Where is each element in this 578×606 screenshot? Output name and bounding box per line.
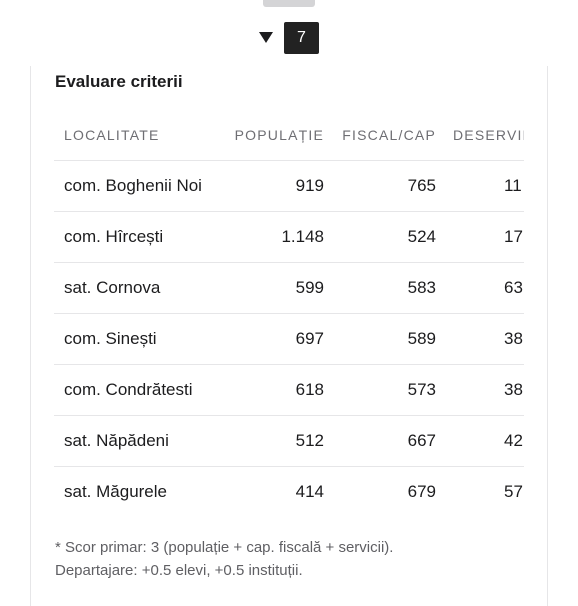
footnote-line-tiebreak: Departajare: +0.5 elevi, +0.5 instituții… — [55, 562, 303, 579]
cell-service: 17 — [436, 211, 524, 263]
cell-population: 697 — [222, 313, 324, 365]
table-row: com. Sinești 697 589 38 — [54, 313, 524, 365]
cell-locality: sat. Măgurele — [54, 466, 222, 516]
cell-service: 42 — [436, 415, 524, 467]
step-number-badge: 7 — [284, 22, 319, 54]
cell-fiscal: 765 — [324, 160, 436, 212]
cell-service: 38 — [436, 313, 524, 365]
cell-population: 1.148 — [222, 211, 324, 263]
cell-fiscal: 583 — [324, 262, 436, 314]
table-row: com. Hîrcești 1.148 524 17 — [54, 211, 524, 263]
table-row: sat. Năpădeni 512 667 42 — [54, 415, 524, 467]
cell-service: 63 — [436, 262, 524, 314]
cell-fiscal: 679 — [324, 466, 436, 516]
header-population: POPULAȚIE — [222, 110, 324, 161]
header-fiscal: FISCAL/CAP — [324, 110, 436, 161]
cell-locality: com. Boghenii Noi — [54, 160, 222, 212]
caret-down-icon[interactable] — [258, 30, 274, 44]
cell-service: 11 — [436, 160, 524, 212]
cell-population: 599 — [222, 262, 324, 314]
cell-fiscal: 573 — [324, 364, 436, 416]
cell-locality: com. Hîrcești — [54, 211, 222, 263]
cell-locality: sat. Năpădeni — [54, 415, 222, 467]
cell-population: 414 — [222, 466, 324, 516]
table-row: sat. Cornova 599 583 63 — [54, 262, 524, 314]
cell-service: 38 — [436, 364, 524, 416]
cell-population: 919 — [222, 160, 324, 212]
cell-population: 512 — [222, 415, 324, 467]
table-row: com. Boghenii Noi 919 765 11 — [54, 160, 524, 212]
cell-fiscal: 667 — [324, 415, 436, 467]
criteria-card: Evaluare criterii LOCALITATE POPULAȚIE F… — [30, 66, 548, 606]
footnote-line-primary: * Scor primar: 3 (populație + cap. fisca… — [55, 539, 394, 556]
table-header-row: LOCALITATE POPULAȚIE FISCAL/CAP DESERVIR… — [54, 110, 524, 161]
header-locality: LOCALITATE — [54, 110, 222, 161]
cell-locality: com. Condrătesti — [54, 364, 222, 416]
cell-fiscal: 524 — [324, 211, 436, 263]
scoring-footnote: * Scor primar: 3 (populație + cap. fisca… — [55, 536, 525, 582]
header-service: DESERVIRE — [436, 110, 524, 161]
cell-service: 57 — [436, 466, 524, 516]
table-row: com. Condrătesti 618 573 38 — [54, 364, 524, 416]
step-header: 7 — [0, 22, 578, 54]
criteria-table-scroll[interactable]: LOCALITATE POPULAȚIE FISCAL/CAP DESERVIR… — [54, 110, 524, 516]
cell-fiscal: 589 — [324, 313, 436, 365]
cell-locality: sat. Cornova — [54, 262, 222, 314]
section-title: Evaluare criterii — [55, 72, 183, 91]
cell-population: 618 — [222, 364, 324, 416]
table-row: sat. Măgurele 414 679 57 — [54, 466, 524, 516]
drag-handle[interactable] — [263, 0, 315, 7]
cell-locality: com. Sinești — [54, 313, 222, 365]
criteria-table: LOCALITATE POPULAȚIE FISCAL/CAP DESERVIR… — [54, 110, 524, 516]
